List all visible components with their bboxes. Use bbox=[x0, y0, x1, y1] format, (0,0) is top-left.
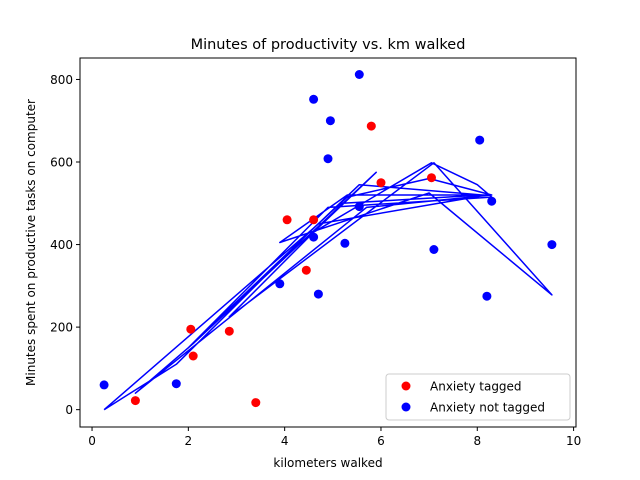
data-point-series-1-2 bbox=[275, 279, 285, 289]
y-axis-label: Minutes spent on productive tasks on com… bbox=[24, 99, 38, 386]
data-point-series-0-4 bbox=[251, 398, 261, 408]
data-point-series-1-4 bbox=[309, 232, 319, 242]
y-tick-label: 800 bbox=[50, 73, 73, 87]
data-point-series-1-5 bbox=[313, 289, 323, 299]
y-tick-label: 0 bbox=[65, 403, 73, 417]
x-tick-label: 10 bbox=[566, 434, 581, 448]
y-tick-label: 200 bbox=[50, 321, 73, 335]
data-point-series-1-9 bbox=[354, 70, 364, 79]
legend-marker-anxiety-not-tagged bbox=[401, 402, 411, 412]
data-point-series-1-7 bbox=[325, 116, 335, 126]
legend-label-anxiety-not-tagged: Anxiety not tagged bbox=[430, 401, 545, 415]
x-tick-label: 0 bbox=[88, 434, 96, 448]
plot-area bbox=[99, 70, 557, 411]
data-point-series-1-0 bbox=[99, 380, 109, 390]
axes-frame bbox=[79, 57, 577, 428]
data-point-series-1-6 bbox=[323, 154, 333, 164]
data-point-series-0-6 bbox=[301, 265, 311, 275]
y-axis: 0 200 400 600 800 bbox=[50, 73, 80, 417]
data-point-series-0-8 bbox=[366, 121, 376, 131]
x-tick-label: 2 bbox=[185, 434, 193, 448]
data-point-series-1-3 bbox=[309, 94, 319, 104]
x-tick-label: 6 bbox=[377, 434, 385, 448]
data-point-series-0-7 bbox=[309, 215, 319, 225]
y-tick-label: 400 bbox=[50, 238, 73, 252]
data-point-series-0-3 bbox=[224, 326, 234, 336]
data-point-series-0-5 bbox=[282, 215, 292, 225]
legend-marker-anxiety-tagged bbox=[401, 381, 411, 391]
chart-title: Minutes of productivity vs. km walked bbox=[191, 37, 466, 53]
data-point-series-1-12 bbox=[475, 135, 485, 145]
x-tick-label: 8 bbox=[473, 434, 481, 448]
data-point-series-0-1 bbox=[186, 324, 196, 334]
data-point-series-0-9 bbox=[376, 178, 386, 188]
data-point-series-1-8 bbox=[340, 238, 350, 248]
data-point-series-0-10 bbox=[427, 173, 436, 183]
legend-label-anxiety-tagged: Anxiety tagged bbox=[430, 380, 522, 394]
data-point-series-1-14 bbox=[487, 196, 497, 206]
data-point-series-0-0 bbox=[130, 396, 140, 406]
data-point-series-1-13 bbox=[482, 291, 492, 301]
data-point-series-1-1 bbox=[171, 379, 181, 389]
x-axis-label: kilometers walked bbox=[273, 456, 382, 470]
x-tick-label: 4 bbox=[281, 434, 289, 448]
series-line bbox=[103, 162, 553, 411]
data-point-series-1-15 bbox=[547, 240, 557, 250]
data-point-series-1-10 bbox=[354, 202, 364, 212]
y-tick-label: 600 bbox=[50, 156, 73, 170]
legend-box bbox=[385, 373, 571, 421]
x-axis: 0 2 4 6 8 10 bbox=[88, 427, 581, 448]
data-point-series-1-11 bbox=[429, 245, 439, 254]
data-point-series-0-2 bbox=[188, 351, 198, 361]
legend: Anxiety tagged Anxiety not tagged bbox=[385, 373, 571, 421]
